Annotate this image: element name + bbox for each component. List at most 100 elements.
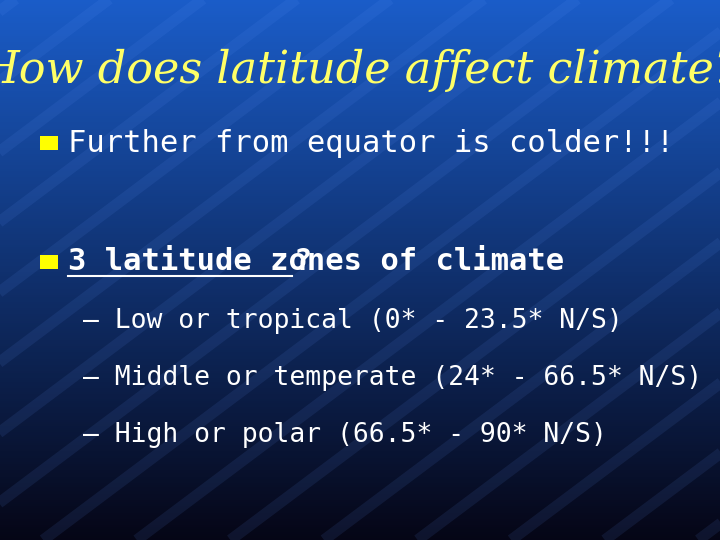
Bar xyxy=(0,51,720,53)
Bar xyxy=(0,363,720,365)
Bar xyxy=(0,65,720,68)
Bar xyxy=(0,344,720,346)
Bar xyxy=(0,160,720,163)
Bar xyxy=(0,78,720,80)
Bar xyxy=(0,321,720,323)
Bar xyxy=(0,377,720,380)
Bar xyxy=(0,354,720,356)
Bar xyxy=(0,255,720,258)
Bar xyxy=(0,303,720,306)
Bar xyxy=(0,177,720,179)
Bar xyxy=(0,340,720,342)
Bar xyxy=(0,405,720,407)
Bar xyxy=(0,438,720,441)
Bar xyxy=(0,234,720,237)
Bar xyxy=(0,510,720,512)
Bar xyxy=(0,529,720,531)
Bar xyxy=(0,230,720,232)
Bar xyxy=(0,171,720,173)
Bar xyxy=(0,420,720,422)
Bar xyxy=(0,472,720,475)
Bar xyxy=(0,42,720,44)
Bar xyxy=(0,369,720,372)
Bar xyxy=(0,221,720,224)
Bar xyxy=(0,361,720,363)
Bar xyxy=(0,55,720,57)
Bar xyxy=(0,200,720,202)
Bar xyxy=(0,487,720,489)
Bar xyxy=(0,17,720,19)
Bar xyxy=(0,165,720,167)
Bar xyxy=(0,538,720,540)
Bar xyxy=(0,485,720,487)
Bar xyxy=(0,68,720,70)
Bar xyxy=(0,264,720,266)
Bar xyxy=(0,76,720,78)
Bar xyxy=(0,228,720,230)
Bar xyxy=(0,456,720,458)
Bar xyxy=(0,287,720,289)
Bar xyxy=(0,470,720,472)
Bar xyxy=(0,433,720,435)
Bar xyxy=(0,105,720,107)
Bar xyxy=(0,523,720,525)
Bar xyxy=(0,293,720,295)
Bar xyxy=(0,232,720,234)
Bar xyxy=(0,468,720,470)
Bar xyxy=(0,430,720,433)
Bar xyxy=(0,454,720,456)
Bar xyxy=(0,422,720,424)
Bar xyxy=(0,2,720,4)
Bar xyxy=(0,59,720,61)
Bar xyxy=(0,515,720,517)
Text: ?: ? xyxy=(294,247,312,276)
Bar xyxy=(0,168,720,171)
Bar xyxy=(0,338,720,340)
Bar xyxy=(0,426,720,428)
Text: 3 latitude zones of climate: 3 latitude zones of climate xyxy=(68,247,564,276)
Bar xyxy=(0,268,720,270)
Bar xyxy=(0,380,720,382)
Bar xyxy=(0,416,720,417)
Bar xyxy=(0,144,720,146)
Bar xyxy=(0,146,720,147)
Bar xyxy=(0,352,720,354)
Bar xyxy=(0,417,720,420)
Bar xyxy=(0,483,720,485)
Bar xyxy=(0,464,720,466)
Bar xyxy=(0,409,720,411)
Bar xyxy=(0,158,720,160)
Bar xyxy=(0,40,720,42)
Bar xyxy=(0,198,720,200)
Bar xyxy=(0,319,720,321)
Bar xyxy=(0,103,720,105)
Bar xyxy=(0,443,720,445)
Bar xyxy=(0,534,720,536)
Bar xyxy=(0,72,720,74)
Bar xyxy=(0,107,720,110)
Bar xyxy=(0,12,720,15)
Bar xyxy=(0,435,720,437)
Bar xyxy=(0,245,720,247)
Bar xyxy=(0,202,720,205)
Bar xyxy=(0,114,720,116)
Bar xyxy=(0,536,720,538)
Bar xyxy=(0,441,720,443)
Bar xyxy=(0,237,720,238)
Bar xyxy=(0,428,720,430)
Bar xyxy=(0,86,720,89)
Bar xyxy=(0,274,720,276)
Bar xyxy=(0,23,720,25)
Bar xyxy=(0,38,720,40)
Bar xyxy=(0,44,720,46)
Bar xyxy=(0,36,720,38)
Bar xyxy=(0,0,720,2)
Bar xyxy=(0,211,720,213)
Bar xyxy=(0,217,720,219)
Bar xyxy=(0,475,720,477)
Bar xyxy=(0,118,720,120)
Bar xyxy=(0,477,720,479)
Bar xyxy=(0,531,720,534)
Bar xyxy=(0,259,720,261)
Bar xyxy=(0,91,720,93)
